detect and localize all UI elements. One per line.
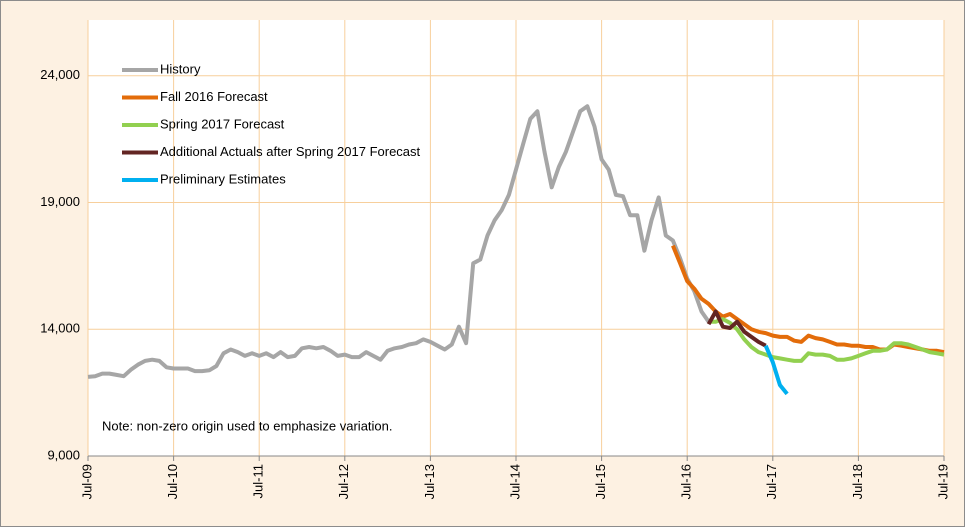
y-tick-label: 14,000 — [40, 321, 80, 336]
y-tick-label: 19,000 — [40, 194, 80, 209]
series-line — [706, 309, 767, 348]
x-tick-label: Jul-09 — [79, 464, 94, 499]
x-tick-label: Jul-15 — [593, 464, 608, 499]
y-tick-label: 9,000 — [47, 447, 80, 462]
x-tick-label: Jul-14 — [507, 464, 522, 499]
legend-label: Fall 2016 Forecast — [160, 89, 268, 104]
x-tick-label: Jul-19 — [935, 464, 950, 499]
x-tick-label: Jul-17 — [764, 464, 779, 499]
series-line — [87, 104, 711, 379]
x-tick-label: Jul-18 — [850, 464, 865, 499]
legend-label: Additional Actuals after Spring 2017 For… — [160, 144, 421, 159]
x-tick-label: Jul-16 — [679, 464, 694, 499]
legend-label: Spring 2017 Forecast — [160, 116, 285, 131]
series-line — [708, 317, 945, 363]
legend-label: History — [160, 61, 201, 76]
x-tick-label: Jul-11 — [251, 464, 266, 498]
y-tick-label: 24,000 — [40, 67, 80, 82]
x-tick-label: Jul-12 — [336, 464, 351, 499]
annotation: Note: non-zero origin used to emphasize … — [102, 418, 393, 433]
legend-label: Preliminary Estimates — [160, 171, 286, 186]
series-line — [763, 344, 789, 396]
x-tick-label: Jul-13 — [422, 464, 437, 499]
x-tick-label: Jul-10 — [165, 464, 180, 499]
